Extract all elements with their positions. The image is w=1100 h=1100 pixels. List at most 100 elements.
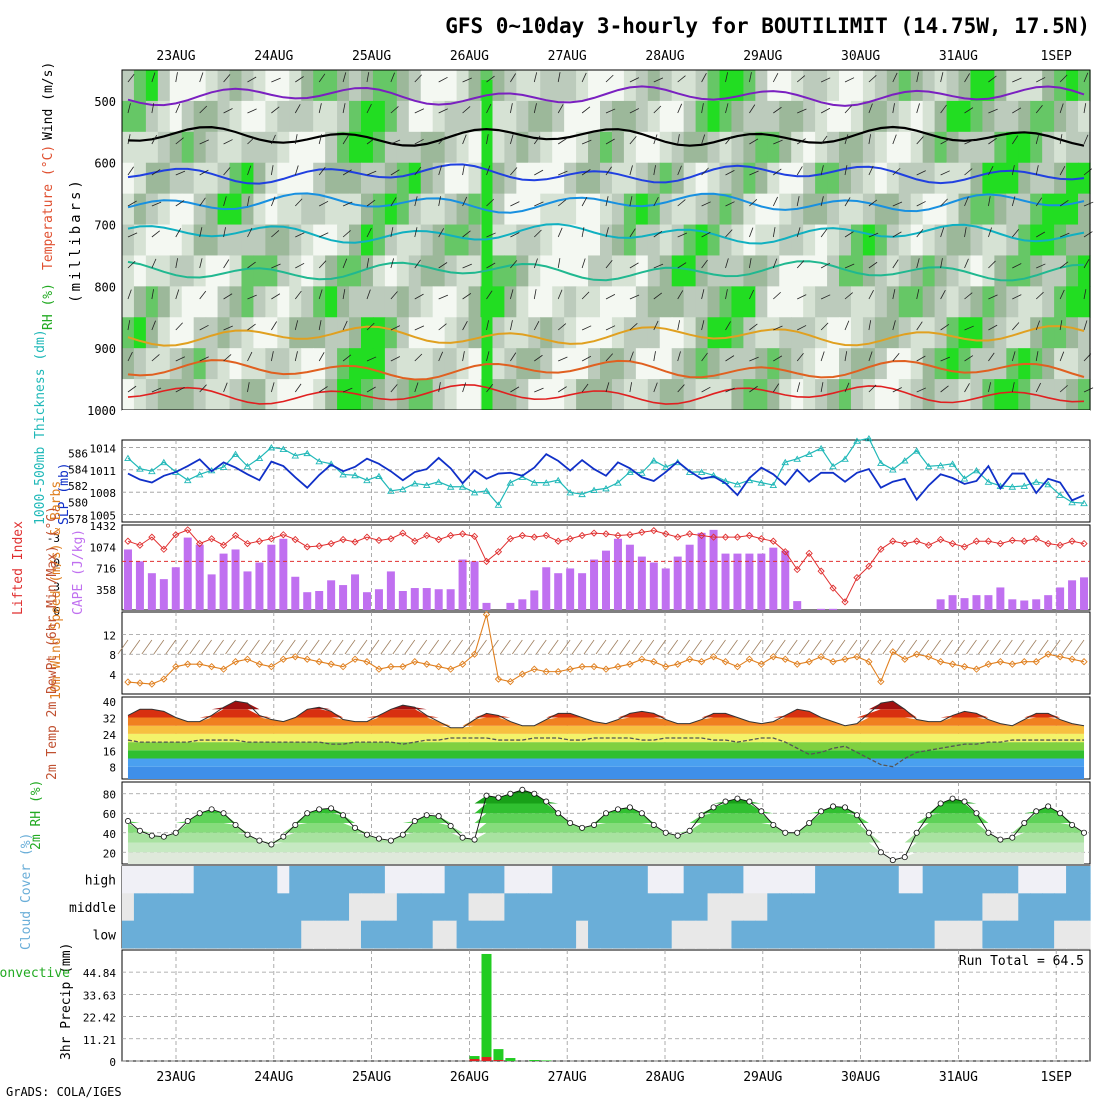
rh-cell (241, 100, 255, 133)
rh-cell (181, 100, 195, 133)
cloud-cell (767, 866, 780, 894)
rh-cell (743, 100, 757, 133)
rh-cell (301, 193, 314, 226)
rh-cell (946, 379, 960, 411)
li-point (470, 532, 479, 540)
rh-point (889, 857, 896, 864)
cloud-cell (552, 893, 565, 922)
thickness-point (363, 476, 371, 484)
ua-ylabel: (millibars) (68, 177, 84, 303)
li-point (291, 535, 299, 544)
wind-barb (271, 230, 280, 238)
cloud-cell (755, 866, 768, 894)
rh-cell (874, 255, 888, 287)
thickness-point (936, 462, 945, 469)
rh-cell (265, 224, 278, 256)
wind-speed-point (901, 655, 909, 663)
wind-barb (247, 351, 253, 362)
wind-barb (117, 639, 129, 655)
wind-speed-point (231, 658, 240, 666)
rh-cell (1042, 379, 1055, 411)
wind-barb (151, 103, 155, 114)
rh-point (686, 827, 693, 834)
cloud-cell (492, 920, 506, 949)
thickness-point (124, 454, 132, 461)
rh-cell (803, 286, 816, 318)
rh-point (352, 824, 359, 831)
cloud-cell (707, 866, 721, 894)
cloud-cell (504, 893, 517, 922)
rh-cell (671, 255, 685, 287)
cloud-cell (193, 893, 207, 922)
wind-barb (366, 72, 370, 83)
ua-ytick-label: 1000 (87, 404, 116, 418)
wind-barb (294, 351, 298, 362)
wind-barb (940, 170, 950, 176)
cloud-cell (922, 920, 936, 949)
wind-speed-point (578, 663, 586, 671)
wind-barb (557, 289, 563, 300)
cloud-cell (898, 866, 912, 894)
rh-cell (432, 255, 446, 287)
wind-barb (725, 170, 735, 176)
wind-ytick-label: 8 (109, 649, 116, 662)
li-point (219, 541, 228, 549)
wind-barb (462, 382, 467, 393)
rh-cell (145, 224, 159, 256)
wind-barb (438, 228, 445, 238)
wind-barb (964, 107, 974, 114)
thickness-point (422, 481, 431, 489)
wind-barb (653, 382, 658, 393)
li-point (1044, 539, 1052, 548)
rh-cell (157, 379, 171, 411)
slp-label: SLP (mb) (57, 462, 72, 525)
wind-barb (271, 134, 276, 145)
rh-cell (874, 379, 888, 411)
thickness-point (315, 457, 323, 465)
cloud-cell (719, 920, 733, 949)
wind-barb (1011, 165, 1015, 176)
wind-barb (773, 325, 783, 331)
rh-cell (396, 131, 410, 164)
cloud-cell (289, 893, 302, 922)
li-point (196, 539, 204, 548)
wind-speed-point (136, 679, 144, 687)
wind-barb (940, 104, 947, 114)
wind-barb (390, 169, 400, 176)
wind-barb (964, 355, 974, 362)
rh-cell (396, 255, 410, 287)
cape-bar (1080, 577, 1089, 610)
wind-barb (462, 321, 468, 331)
rh-cell (277, 317, 290, 349)
cloud-cell (313, 920, 326, 949)
rh-cell (695, 317, 709, 349)
rh-cell (432, 100, 446, 133)
rh-cell (504, 286, 517, 318)
rh-cell (420, 286, 434, 318)
rh-cell (827, 100, 840, 133)
cloud-cell (253, 893, 267, 922)
rh-point (662, 829, 669, 836)
temperature-contour (127, 325, 1085, 347)
cape-bar (398, 591, 407, 610)
rh-point (1057, 810, 1064, 817)
rh-cell (576, 224, 589, 256)
cloud-cell (958, 920, 972, 949)
rh-cell (898, 131, 912, 164)
temp-ytick-label: 40 (103, 696, 116, 709)
rh-cell (289, 224, 302, 256)
wind-barb (151, 354, 160, 362)
wind-speed-point (1044, 650, 1052, 658)
rh-cell (349, 100, 362, 133)
rh-cell (145, 255, 159, 287)
cloud-cell (360, 893, 374, 922)
rh-cell (970, 70, 984, 102)
wind-barb (510, 352, 517, 362)
li-point (936, 535, 945, 544)
rh-cell (970, 224, 984, 256)
rh-cell (372, 162, 386, 195)
cloud-cell (886, 866, 900, 894)
wind-barb (127, 134, 131, 145)
rh-cell (588, 286, 601, 318)
rh-cell (731, 255, 745, 287)
